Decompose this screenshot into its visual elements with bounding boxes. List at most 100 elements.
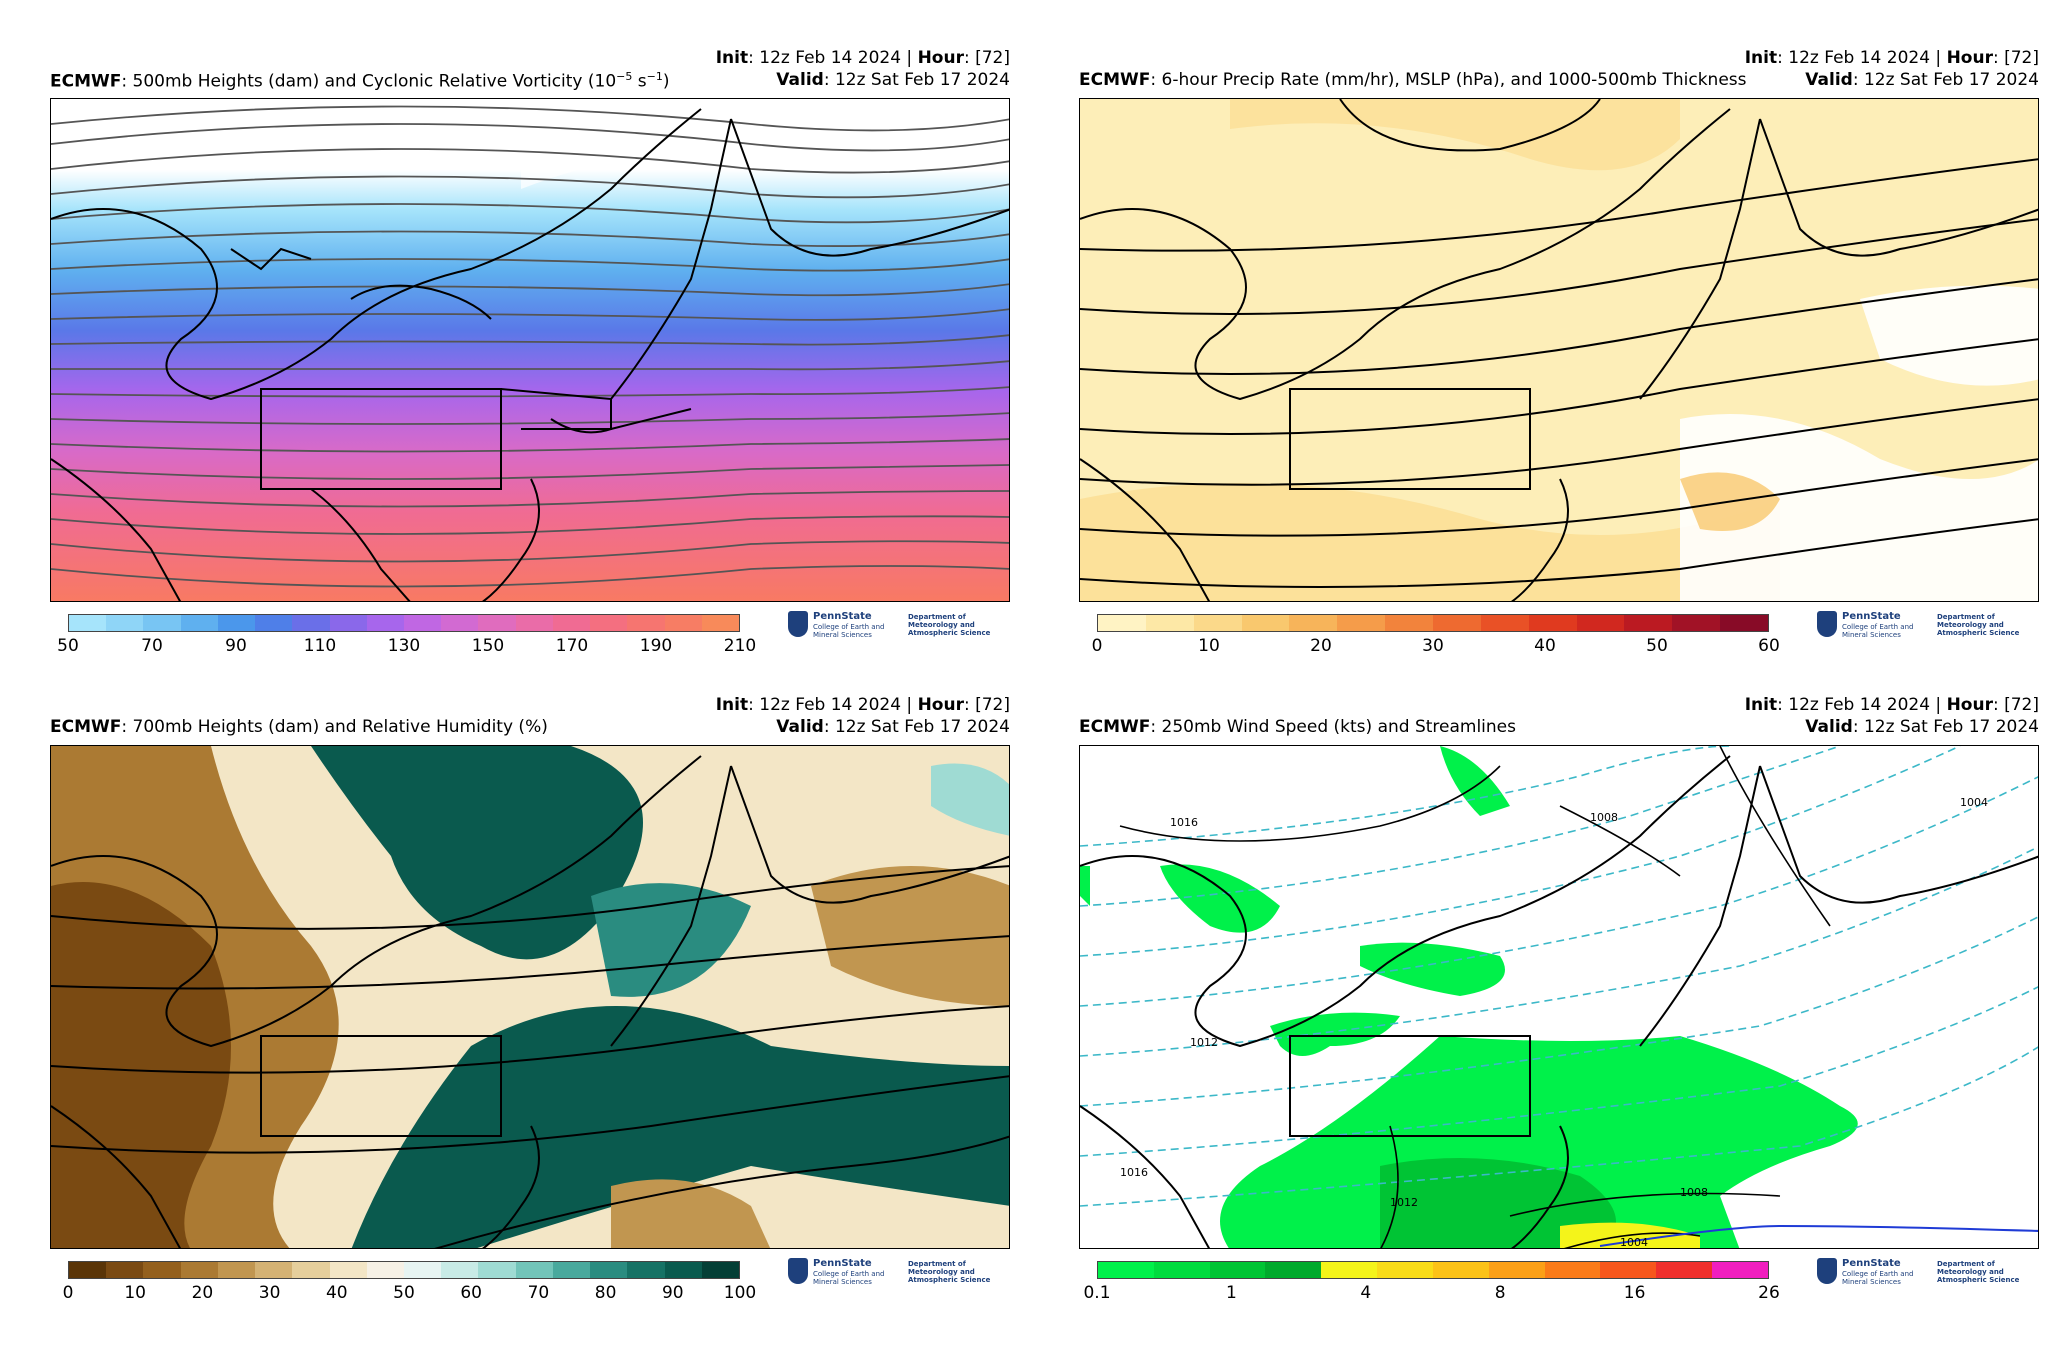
colorbar-swatch — [1241, 615, 1290, 631]
valid-line: Valid: 12z Sat Feb 17 2024 — [776, 717, 1010, 737]
map-250mb: 1016 1008 1004 1012 1008 1004 1012 1016 — [1079, 745, 2039, 1249]
colorbar-swatch — [180, 615, 218, 631]
colorbar-precip — [1097, 614, 1769, 632]
colorbar-tick-label: 1 — [1225, 1283, 1237, 1303]
colorbar-swatch — [590, 615, 628, 631]
colorbar-swatch — [1576, 615, 1625, 631]
colorbar-tick-label: 110 — [303, 636, 337, 656]
colorbar-swatch — [1480, 615, 1529, 631]
colorbar-tick-label: 50 — [393, 1283, 415, 1303]
colorbar-swatch — [1098, 1262, 1154, 1278]
colorbar-swatch — [292, 615, 330, 631]
colorbar-swatch — [255, 615, 293, 631]
colorbar-swatch — [478, 1262, 516, 1278]
colorbar-swatch — [552, 1262, 591, 1278]
pennstate-logo: PennState College of Earth and Mineral S… — [788, 1258, 1008, 1294]
pennstate-logo: PennState College of Earth and Mineral S… — [1817, 1258, 2037, 1294]
colorbar-tick-label: 60 — [460, 1283, 483, 1303]
colorbar-wind — [1097, 1261, 1769, 1279]
colorbar-swatch — [403, 615, 442, 631]
colorbar-swatch — [106, 615, 144, 631]
coastlines-borders — [1080, 108, 2038, 601]
colorbar-swatch — [1528, 615, 1577, 631]
colorbar-tick-label: 150 — [471, 636, 505, 656]
colorbar-tick-label: 10 — [124, 1283, 147, 1303]
colorbar-swatch — [1544, 1262, 1601, 1278]
colorbar-swatch — [143, 1262, 181, 1278]
map-700mb — [50, 745, 1010, 1249]
colorbar-swatch — [1145, 615, 1194, 631]
panel-title: ECMWF: 6-hour Precip Rate (mm/hr), MSLP … — [1079, 70, 1747, 90]
init-line: Init: 12z Feb 14 2024 | Hour: [72] — [1744, 48, 2039, 68]
colorbar-tick-label: 8 — [1494, 1283, 1506, 1303]
colorbar-tick-label: 20 — [191, 1283, 214, 1303]
shield-icon — [1817, 611, 1837, 637]
shield-icon — [1817, 1258, 1837, 1284]
colorbar-tick-label: 16 — [1623, 1283, 1646, 1303]
contour-label: 1008 — [1680, 1186, 1708, 1199]
colorbar-ticks: 50 70 90 110 130 150 170 190 210 — [57, 636, 756, 658]
colorbar-ticks: 0 10 20 30 40 50 60 — [1092, 636, 1780, 658]
colorbar-swatch — [664, 1262, 702, 1278]
contour-label: 1004 — [1960, 796, 1988, 809]
colorbar-tick-label: 100 — [723, 1283, 757, 1303]
panel-700mb-rh: Init: 12z Feb 14 2024 | Hour: [72] ECMWF… — [50, 695, 1010, 1303]
colorbar-tick-label: 0 — [1091, 636, 1103, 656]
colorbar-tick-label: 4 — [1360, 1283, 1372, 1303]
panel-precip-mslp: Init: 12z Feb 14 2024 | Hour: [72] ECMWF… — [1079, 48, 2039, 656]
contour-label: 1016 — [1120, 1166, 1148, 1179]
colorbar-vorticity — [68, 614, 740, 632]
colorbar-swatch — [1153, 1262, 1210, 1278]
colorbar-tick-label: 0.1 — [1083, 1283, 1111, 1303]
panel-title: ECMWF: 700mb Heights (dam) and Relative … — [50, 717, 548, 737]
pennstate-logo: PennState College of Earth and Mineral S… — [1817, 611, 2037, 647]
colorbar-swatch — [515, 615, 553, 631]
isobars-thickness — [1080, 99, 2038, 588]
init-line: Init: 12z Feb 14 2024 | Hour: [72] — [715, 695, 1010, 715]
colorbar-swatch — [329, 615, 367, 631]
isobar-blue — [1599, 1224, 2038, 1247]
valid-line: Valid: 12z Sat Feb 17 2024 — [1805, 70, 2039, 90]
colorbar-swatch — [69, 1262, 107, 1278]
colorbar-tick-label: 70 — [141, 636, 163, 656]
colorbar-tick-label: 130 — [387, 636, 421, 656]
colorbar-rh — [68, 1261, 740, 1279]
coastlines-borders — [1080, 755, 2038, 1248]
colorbar-swatch — [701, 615, 739, 631]
colorbar-swatch — [515, 1262, 553, 1278]
colorbar-tick-label: 170 — [555, 636, 589, 656]
colorbar-swatch — [1337, 615, 1386, 631]
colorbar-tick-label: 70 — [527, 1283, 550, 1303]
colorbar-swatch — [1600, 1262, 1657, 1278]
colorbar-swatch — [217, 1262, 256, 1278]
shield-icon — [788, 611, 808, 637]
contour-label: 1012 — [1390, 1196, 1418, 1209]
coastlines-borders — [51, 108, 1009, 601]
colorbar-swatch — [1720, 615, 1769, 631]
colorbar-swatch — [1377, 1262, 1433, 1278]
colorbar-tick-label: 0 — [62, 1283, 74, 1303]
panel-title: ECMWF: 500mb Heights (dam) and Cyclonic … — [50, 70, 670, 92]
map-precip — [1079, 98, 2039, 602]
colorbar-swatch — [1712, 1262, 1768, 1278]
streamlines — [51, 105, 1009, 588]
shield-icon — [788, 1258, 808, 1284]
panel-title: ECMWF: 250mb Wind Speed (kts) and Stream… — [1079, 717, 1516, 737]
colorbar-swatch — [478, 615, 516, 631]
panel-250mb-wind: Init: 12z Feb 14 2024 | Hour: [72] ECMWF… — [1079, 695, 2039, 1303]
colorbar-swatch — [217, 615, 256, 631]
colorbar-tick-label: 30 — [258, 1283, 281, 1303]
contour-label: 1008 — [1590, 811, 1618, 824]
colorbar-swatch — [292, 1262, 330, 1278]
init-line: Init: 12z Feb 14 2024 | Hour: [72] — [715, 48, 1010, 68]
colorbar-tick-label: 210 — [723, 636, 757, 656]
streamlines — [1080, 746, 2038, 1207]
colorbar-swatch — [366, 615, 404, 631]
colorbar-swatch — [1385, 615, 1434, 631]
colorbar-swatch — [441, 1262, 479, 1278]
colorbar-swatch — [329, 1262, 367, 1278]
colorbar-tick-label: 30 — [1422, 636, 1444, 656]
colorbar-tick-label: 90 — [225, 636, 247, 656]
colorbar-tick-label: 60 — [1758, 636, 1780, 656]
colorbar-swatch — [701, 1262, 739, 1278]
